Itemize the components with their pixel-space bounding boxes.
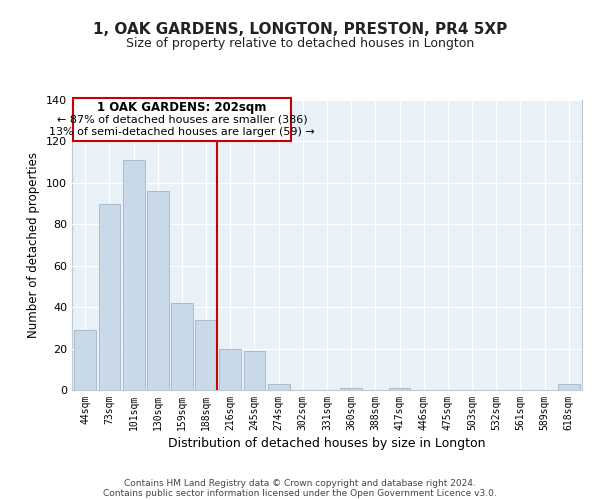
X-axis label: Distribution of detached houses by size in Longton: Distribution of detached houses by size … xyxy=(168,437,486,450)
Text: 1, OAK GARDENS, LONGTON, PRESTON, PR4 5XP: 1, OAK GARDENS, LONGTON, PRESTON, PR4 5X… xyxy=(93,22,507,38)
Bar xyxy=(147,191,169,390)
Bar xyxy=(73,98,291,142)
Bar xyxy=(123,160,145,390)
Text: Size of property relative to detached houses in Longton: Size of property relative to detached ho… xyxy=(126,38,474,51)
Text: Contains HM Land Registry data © Crown copyright and database right 2024.: Contains HM Land Registry data © Crown c… xyxy=(124,478,476,488)
Bar xyxy=(389,388,410,390)
Text: 13% of semi-detached houses are larger (59) →: 13% of semi-detached houses are larger (… xyxy=(49,127,315,137)
Text: Contains public sector information licensed under the Open Government Licence v3: Contains public sector information licen… xyxy=(103,488,497,498)
Bar xyxy=(340,388,362,390)
Bar xyxy=(171,303,193,390)
Bar xyxy=(558,384,580,390)
Bar xyxy=(74,330,96,390)
Text: ← 87% of detached houses are smaller (386): ← 87% of detached houses are smaller (38… xyxy=(56,114,307,124)
Bar xyxy=(98,204,121,390)
Text: 1 OAK GARDENS: 202sqm: 1 OAK GARDENS: 202sqm xyxy=(97,101,266,114)
Bar xyxy=(195,320,217,390)
Bar xyxy=(244,350,265,390)
Bar xyxy=(268,384,290,390)
Bar xyxy=(220,348,241,390)
Y-axis label: Number of detached properties: Number of detached properties xyxy=(28,152,40,338)
